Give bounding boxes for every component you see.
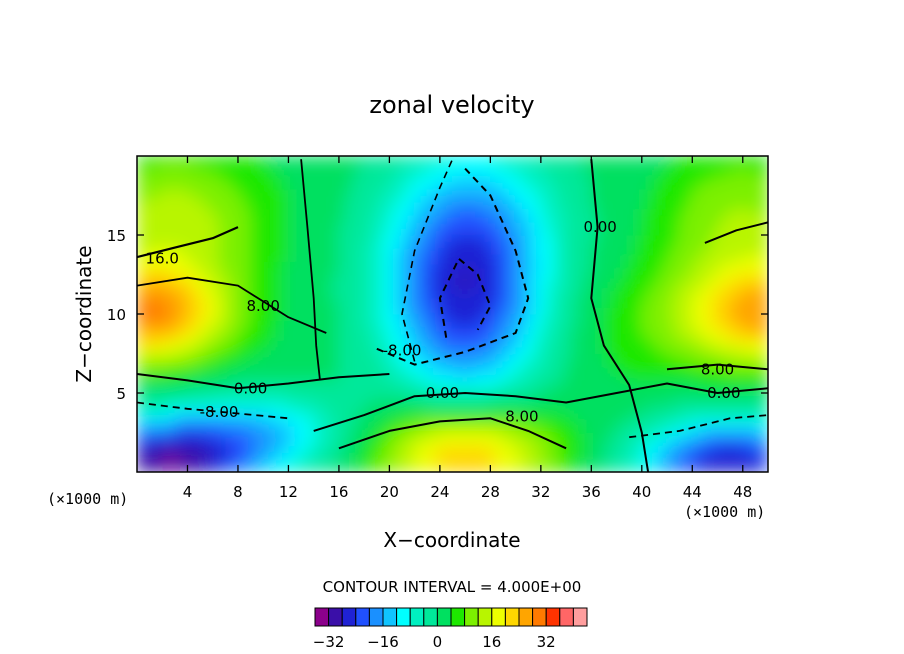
colorbar-swatch (368, 607, 384, 627)
contour-line (666, 363, 768, 371)
contour-label: -8.00 (383, 341, 422, 359)
x-tick-label: 16 (329, 483, 348, 501)
contour-line (300, 159, 321, 381)
contour-label: 8.00 (701, 360, 734, 378)
colorbar-tick-label: 32 (537, 633, 556, 651)
colorbar-swatch (559, 607, 574, 627)
colorbar-swatch (477, 607, 493, 627)
colorbar-swatch (396, 607, 411, 627)
colorbar-tick-label: 0 (433, 633, 443, 651)
colorbar-swatch (450, 607, 466, 627)
colorbar-tick-label: −16 (367, 633, 399, 651)
colorbar-swatch (423, 607, 438, 627)
colorbar-tick-label: −32 (313, 633, 345, 651)
colorbar (314, 607, 588, 627)
colorbar-swatch (409, 607, 425, 627)
chart-title: zonal velocity (369, 91, 534, 119)
contour-line (629, 414, 768, 439)
plot-area (137, 156, 768, 472)
contour-line (137, 276, 327, 334)
contour-label: 8.00 (505, 408, 538, 426)
colorbar-swatch (572, 607, 588, 627)
contour-label: 16.0 (146, 250, 179, 268)
x-axis: 4 8 12 16 20 24 28 32 36 40 44 48 (183, 156, 752, 501)
contour-line (376, 167, 530, 366)
contour-line (313, 382, 768, 432)
colorbar-swatch (328, 607, 343, 627)
x-axis-unit-left: (×1000 m) (47, 490, 128, 508)
colorbar-swatch (518, 607, 534, 627)
x-tick-label: 32 (531, 483, 550, 501)
contour-line (137, 226, 239, 259)
x-tick-label: 24 (430, 483, 449, 501)
contour-lines (137, 158, 768, 472)
x-axis-unit-right: (×1000 m) (684, 503, 765, 521)
contour-label: 0.00 (234, 379, 267, 397)
colorbar-swatch (382, 607, 398, 627)
contour-label: 8.00 (246, 297, 279, 315)
colorbar-tick-label: 16 (482, 633, 501, 651)
contour-line (438, 257, 492, 338)
x-tick-label: 8 (233, 483, 243, 501)
contour-label: 0.00 (707, 384, 740, 402)
colorbar-swatch (464, 607, 479, 627)
colorbar-swatch (355, 607, 370, 627)
contour-interval-label: CONTOUR INTERVAL = 4.000E+00 (323, 578, 582, 596)
y-tick-label: 5 (116, 385, 126, 403)
colorbar-swatch (341, 607, 357, 627)
contour-line (137, 373, 390, 390)
x-tick-label: 40 (632, 483, 651, 501)
colorbar-ticks: −32 −16 0 16 32 (313, 633, 556, 651)
colorbar-swatch (436, 607, 452, 627)
colorbar-swatch (491, 607, 506, 627)
contour-labels: 16.0 8.00 0.00 -8.00 -8.00 0.00 8.00 0.00 8.00 0.… (146, 218, 741, 426)
colorbar-swatch (545, 607, 561, 627)
x-tick-label: 12 (279, 483, 298, 501)
x-tick-label: 20 (380, 483, 399, 501)
x-tick-label: 28 (481, 483, 500, 501)
y-tick-label: 15 (107, 227, 126, 245)
colorbar-swatch (504, 607, 520, 627)
x-tick-label: 4 (183, 483, 193, 501)
y-axis: 5 10 15 (107, 227, 768, 403)
y-axis-label: Z−coordinate (72, 245, 96, 382)
contour-line (338, 417, 567, 450)
contour-label: 0.00 (583, 218, 616, 236)
x-tick-label: 36 (582, 483, 601, 501)
x-axis-label: X−coordinate (383, 528, 520, 552)
x-tick-label: 44 (683, 483, 702, 501)
contour-label: 0.00 (426, 384, 459, 402)
contour-line (704, 221, 768, 244)
colorbar-swatch (314, 607, 330, 627)
x-tick-label: 48 (733, 483, 752, 501)
contour-line (137, 401, 289, 420)
y-tick-label: 10 (107, 306, 126, 324)
colorbar-swatch (532, 607, 547, 627)
contour-line (590, 159, 650, 472)
contour-label: -8.00 (200, 403, 239, 421)
contour-fill (137, 156, 768, 472)
contour-line (401, 158, 454, 362)
